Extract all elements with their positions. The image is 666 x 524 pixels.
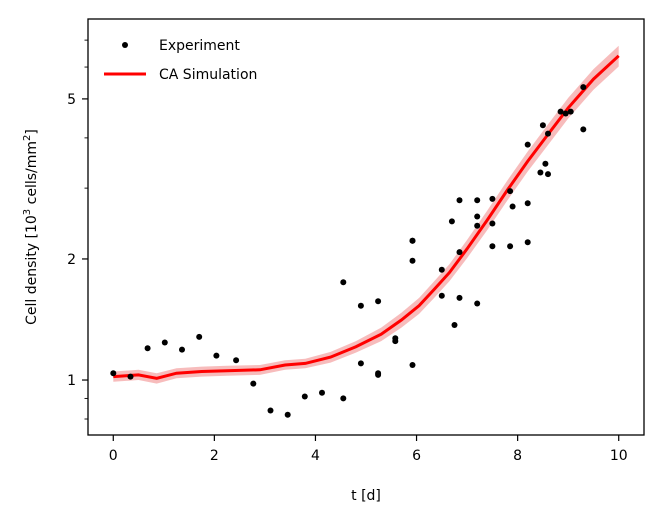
experiment-point (509, 203, 516, 210)
experiment-point (456, 249, 463, 256)
legend: Experiment CA Simulation (104, 38, 257, 83)
x-tick-label: 10 (610, 448, 628, 464)
x-tick-label: 4 (311, 448, 320, 464)
experiment-point (474, 197, 481, 204)
experiment-point (127, 373, 134, 380)
y-tick-label: 2 (67, 252, 76, 268)
experiment-point (539, 122, 546, 129)
experiment-point (567, 108, 574, 115)
experiment-points (110, 84, 587, 418)
simulation-line (113, 54, 620, 380)
experiment-point (489, 243, 496, 250)
experiment-point (233, 357, 240, 364)
experiment-point (110, 370, 117, 377)
y-tick-label: 1 (67, 373, 76, 389)
legend-experiment-label: Experiment (159, 38, 240, 54)
experiment-point (489, 195, 496, 202)
experiment-point (507, 188, 514, 195)
experiment-point (284, 411, 291, 418)
experiment-point (250, 380, 257, 387)
x-tick-label: 6 (412, 448, 421, 464)
experiment-point (144, 345, 151, 352)
experiment-point (451, 322, 458, 328)
experiment-point (179, 346, 185, 353)
experiment-point (524, 239, 531, 246)
experiment-point (161, 339, 168, 346)
experiment-point (524, 200, 531, 207)
experiment-point (267, 407, 274, 414)
x-tick-label: 0 (109, 448, 118, 464)
experiment-point (357, 302, 364, 309)
experiment-point (474, 300, 481, 307)
experiment-point (392, 338, 399, 345)
experiment-point (545, 171, 551, 178)
experiment-point (507, 243, 514, 250)
x-axis-label: t [d] (351, 488, 381, 504)
experiment-point (409, 257, 416, 264)
experiment-point (213, 352, 220, 359)
experiment-point (409, 362, 416, 368)
experiment-point (319, 389, 325, 396)
y-axis-label: Cell density [103 cells/mm2] (22, 129, 40, 325)
experiment-point (562, 110, 569, 117)
y-tick-label: 5 (67, 92, 76, 108)
experiment-point (409, 237, 416, 244)
x-axis: 0 2 4 6 8 10 (109, 435, 628, 464)
experiment-point (524, 141, 531, 148)
experiment-point (456, 197, 463, 204)
experiment-point (438, 292, 445, 299)
legend-simulation-label: CA Simulation (159, 67, 257, 83)
experiment-point (340, 395, 347, 402)
experiment-point (580, 126, 587, 133)
experiment-point (340, 279, 347, 286)
x-tick-label: 8 (513, 448, 522, 464)
x-tick-label: 2 (210, 448, 219, 464)
experiment-point (301, 393, 308, 400)
experiment-point (474, 213, 481, 220)
experiment-point (580, 84, 587, 91)
experiment-point (474, 222, 481, 229)
experiment-point (557, 108, 564, 115)
experiment-point (537, 169, 544, 176)
experiment-point (196, 333, 203, 340)
experiment-point (456, 294, 463, 301)
experiment-point (438, 266, 445, 273)
legend-experiment-marker (122, 42, 128, 48)
experiment-point (448, 218, 455, 225)
experiment-point (545, 130, 551, 137)
experiment-point (489, 220, 496, 227)
experiment-point (542, 160, 549, 167)
experiment-point (375, 298, 382, 305)
experiment-point (375, 371, 382, 378)
experiment-point (357, 360, 364, 367)
plot-frame (87, 18, 645, 436)
y-axis: 1 2 5 (67, 39, 88, 420)
